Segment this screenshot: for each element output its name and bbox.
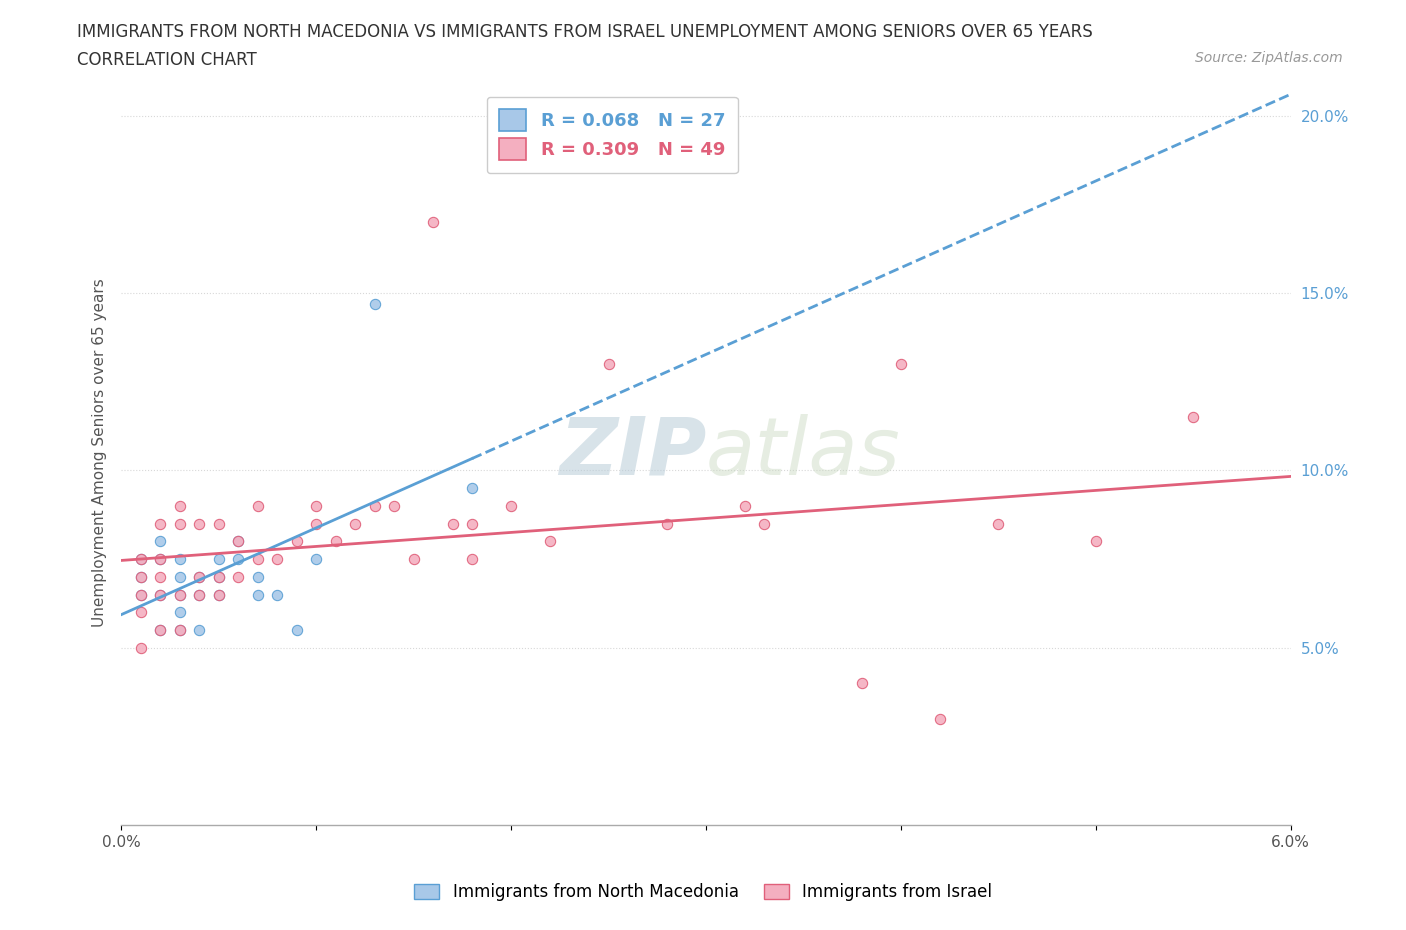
Point (382, 498, 405, 513)
Point (363, 498, 385, 513)
Point (246, 551, 269, 566)
Point (149, 551, 172, 566)
Point (246, 569, 269, 584)
Point (129, 587, 152, 602)
Point (208, 587, 231, 602)
Point (305, 551, 328, 566)
Point (363, 296, 385, 311)
Point (441, 516, 464, 531)
Point (188, 516, 211, 531)
Point (169, 622, 191, 637)
Legend: R = 0.068   N = 27, R = 0.309   N = 49: R = 0.068 N = 27, R = 0.309 N = 49 (486, 97, 738, 173)
Point (461, 516, 484, 531)
Point (169, 498, 191, 513)
Point (928, 711, 950, 726)
Point (149, 587, 172, 602)
Point (169, 622, 191, 637)
Point (226, 569, 249, 584)
Text: Source: ZipAtlas.com: Source: ZipAtlas.com (1195, 51, 1343, 65)
Point (226, 534, 249, 549)
Point (129, 551, 152, 566)
Point (246, 498, 269, 513)
Point (169, 516, 191, 531)
Point (169, 551, 191, 566)
Point (754, 516, 776, 531)
Point (890, 356, 912, 371)
Point (149, 622, 172, 637)
Point (208, 516, 231, 531)
Point (208, 587, 231, 602)
Point (208, 569, 231, 584)
Point (129, 604, 152, 619)
Point (461, 481, 484, 496)
Point (149, 569, 172, 584)
Text: CORRELATION CHART: CORRELATION CHART (77, 51, 257, 69)
Text: atlas: atlas (706, 414, 901, 492)
Point (169, 569, 191, 584)
Y-axis label: Unemployment Among Seniors over 65 years: Unemployment Among Seniors over 65 years (93, 278, 107, 627)
Point (149, 534, 172, 549)
Legend: Immigrants from North Macedonia, Immigrants from Israel: Immigrants from North Macedonia, Immigra… (408, 876, 998, 908)
Point (1084, 534, 1107, 549)
Point (851, 676, 873, 691)
Point (129, 641, 152, 656)
Point (461, 551, 484, 566)
Point (734, 498, 756, 513)
Point (188, 587, 211, 602)
Point (226, 534, 249, 549)
Point (169, 587, 191, 602)
Point (655, 516, 678, 531)
Text: IMMIGRANTS FROM NORTH MACEDONIA VS IMMIGRANTS FROM ISRAEL UNEMPLOYMENT AMONG SEN: IMMIGRANTS FROM NORTH MACEDONIA VS IMMIG… (77, 23, 1092, 41)
Point (129, 569, 152, 584)
Point (598, 356, 620, 371)
Point (149, 516, 172, 531)
Point (169, 604, 191, 619)
Point (149, 551, 172, 566)
Point (422, 215, 444, 230)
Point (1182, 410, 1205, 425)
Point (987, 516, 1010, 531)
Point (188, 569, 211, 584)
Point (169, 587, 191, 602)
Point (208, 569, 231, 584)
Point (266, 587, 288, 602)
Point (499, 498, 522, 513)
Point (285, 622, 308, 637)
Point (305, 498, 328, 513)
Point (266, 551, 288, 566)
Point (129, 569, 152, 584)
Text: ZIP: ZIP (558, 414, 706, 492)
Point (538, 534, 561, 549)
Point (402, 551, 425, 566)
Point (188, 569, 211, 584)
Point (285, 534, 308, 549)
Point (188, 622, 211, 637)
Point (149, 622, 172, 637)
Point (325, 534, 347, 549)
Point (344, 516, 367, 531)
Point (129, 587, 152, 602)
Point (305, 516, 328, 531)
Point (246, 587, 269, 602)
Point (149, 587, 172, 602)
Point (226, 551, 249, 566)
Point (188, 587, 211, 602)
Point (129, 551, 152, 566)
Point (208, 551, 231, 566)
